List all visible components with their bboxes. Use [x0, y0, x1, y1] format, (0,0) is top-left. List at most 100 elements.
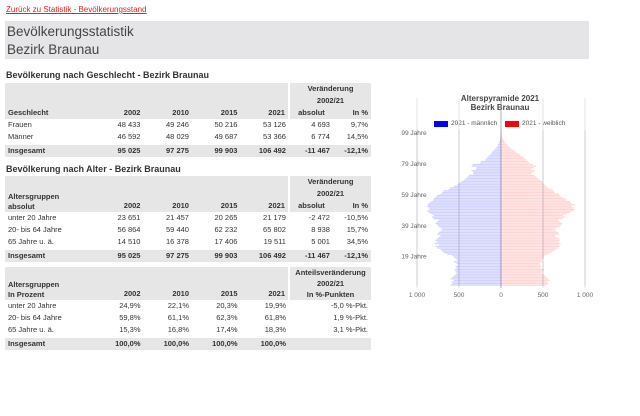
bar-male [467, 176, 501, 178]
table-total-row: Insgesamt 100,0% 100,0% 100,0% 100,0% [5, 336, 371, 350]
col-header-year: 2015 [191, 176, 241, 212]
cell: -5,0 %-Pkt. [289, 300, 371, 312]
bar-female [501, 207, 574, 209]
col-header-change: Veränderung [287, 176, 371, 188]
cell: 14 510 [95, 236, 144, 249]
bar-female [501, 193, 559, 195]
bar-female [501, 264, 541, 266]
bar-female [501, 173, 532, 175]
cell: 8 938 [288, 224, 333, 236]
col-header-year: 2010 [143, 176, 192, 212]
bar-female [501, 242, 561, 244]
bar-male [487, 156, 501, 158]
bar-male [455, 265, 501, 268]
bar-female [501, 187, 549, 189]
bar-male [490, 153, 501, 155]
bar-female [501, 174, 535, 177]
cell: 61,8% [240, 312, 289, 324]
bar-female [501, 259, 542, 261]
col-header-pct: In % [332, 105, 371, 119]
bar-female [501, 153, 519, 155]
bar-male [427, 210, 501, 212]
gender-table: Geschlecht 2002 2010 2015 2021 Veränderu… [5, 83, 371, 157]
cell: 15,7% [332, 224, 371, 236]
bar-male [437, 194, 501, 197]
cell: -12,1% [332, 143, 371, 157]
bar-female [501, 180, 543, 183]
table-row: 20- bis 64 Jahre 56 864 59 440 62 232 65… [5, 224, 371, 236]
bar-male [431, 213, 501, 215]
bar-male [452, 255, 501, 257]
legend-swatch-female [505, 120, 519, 127]
bar-female [501, 190, 554, 192]
col-header-year: 2002 [95, 83, 144, 119]
bar-female [501, 214, 564, 217]
bar-female [501, 182, 543, 184]
bar-female [501, 134, 502, 136]
cell: 106 492 [240, 143, 289, 157]
bar-male [428, 207, 501, 209]
cell: 17 406 [191, 236, 241, 249]
cell: -10,5% [332, 212, 371, 224]
bar-male [437, 224, 501, 226]
table-row: unter 20 Jahre 24,9% 22,1% 20,3% 19,9% -… [5, 300, 371, 312]
bar-female [501, 136, 503, 138]
bar-female [501, 241, 559, 243]
bar-female [501, 162, 530, 164]
col-header-year: 2021 [240, 267, 289, 300]
bar-female [501, 201, 570, 203]
bar-female [501, 197, 565, 200]
cell: 59,8% [95, 312, 144, 324]
bar-male [429, 208, 501, 211]
cell: 18,3% [240, 324, 289, 337]
bar-male [496, 146, 501, 149]
bar-female [501, 191, 555, 194]
bar-female [501, 244, 559, 246]
cell: -12,1% [332, 248, 371, 262]
chart-subtitle: Bezirk Braunau [470, 103, 530, 112]
back-link[interactable]: Zurück zu Statistik - Bevölkerungsstand [6, 5, 147, 14]
cell: 16 378 [143, 236, 192, 249]
col-header-abs: absolut [287, 105, 333, 119]
bar-male [437, 221, 501, 223]
x-tick-label: 1 000 [409, 292, 426, 299]
bar-male [443, 252, 501, 254]
legend-label-female: 2021 - weiblich [522, 120, 566, 127]
bar-female [501, 265, 542, 268]
age-table: Altersgruppen absolut 2002 2010 2015 202… [5, 176, 371, 262]
bar-male [473, 171, 501, 173]
bar-female [501, 168, 532, 170]
cell: 21 457 [143, 212, 192, 224]
table-total-row: Insgesamt 95 025 97 275 99 903 106 492 -… [5, 143, 371, 157]
col-header-change-period: 2002/21 [287, 187, 371, 199]
row-label: Frauen [5, 119, 95, 131]
row-label: 20- bis 64 Jahre [5, 224, 95, 236]
bar-male [438, 225, 501, 228]
bar-male [493, 150, 501, 152]
bar-female [501, 270, 543, 272]
bar-male [471, 170, 501, 172]
bar-female [501, 236, 557, 238]
bar-female [501, 222, 563, 224]
bar-female [501, 255, 545, 257]
bar-female [501, 279, 550, 282]
cell: 22,1% [143, 300, 192, 312]
bar-female [501, 233, 559, 235]
bar-male [453, 261, 501, 263]
cell: 106 492 [240, 248, 289, 262]
cell: 17,4% [192, 324, 241, 337]
bar-male [459, 182, 501, 184]
bar-female [501, 235, 555, 237]
bar-male [465, 177, 501, 180]
cell: 15,3% [95, 324, 144, 337]
col-header-change-unit: In %-Punkten [288, 288, 371, 300]
legend-item-female[interactable]: 2021 - weiblich [505, 120, 565, 127]
bar-male [495, 148, 501, 150]
bar-male [442, 250, 501, 252]
bar-female [501, 267, 541, 269]
bar-female [501, 157, 525, 160]
col-header-year: 2010 [143, 83, 192, 119]
cell: -11 467 [288, 143, 333, 157]
legend-item-male[interactable]: 2021 - männlich [434, 120, 497, 127]
bar-female [501, 239, 560, 241]
